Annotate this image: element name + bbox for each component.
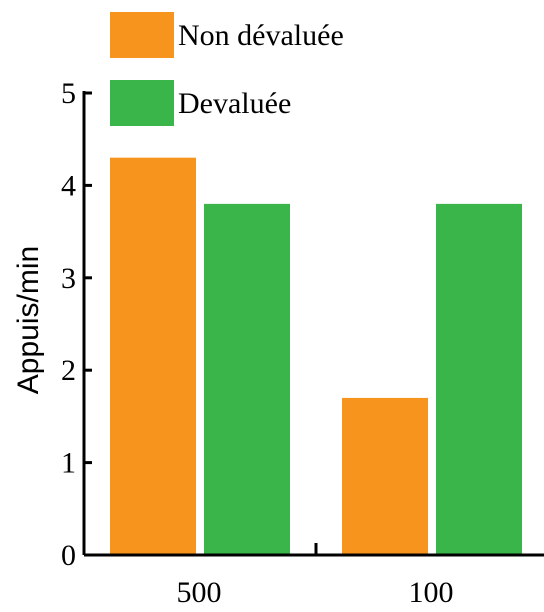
y-tick-label: 2: [61, 354, 76, 387]
legend-swatch-non-devaluee: [110, 12, 174, 58]
y-tick-label: 4: [61, 169, 76, 202]
y-tick-label: 1: [61, 447, 76, 480]
axes: 0 1 2 3 4 5 500 100: [61, 77, 544, 609]
x-tick-label: 500: [177, 576, 222, 609]
legend-swatch-devaluee: [110, 80, 174, 126]
y-axis-title: Appuis/min: [12, 246, 45, 394]
legend: Non dévaluée Devaluée: [110, 12, 344, 126]
y-tick-label: 0: [61, 539, 76, 572]
bar-devaluee-500: [204, 203, 290, 555]
bar-non-devaluee-100: [342, 397, 428, 555]
bar-non-devaluee-500: [110, 157, 196, 555]
legend-label-devaluee: Devaluée: [178, 87, 291, 120]
bars: [110, 157, 522, 555]
y-tick-label: 3: [61, 262, 76, 295]
legend-label-non-devaluee: Non dévaluée: [178, 19, 344, 52]
y-tick-label: 5: [61, 77, 76, 110]
bar-devaluee-100: [436, 203, 522, 555]
x-tick-label: 100: [409, 576, 454, 609]
